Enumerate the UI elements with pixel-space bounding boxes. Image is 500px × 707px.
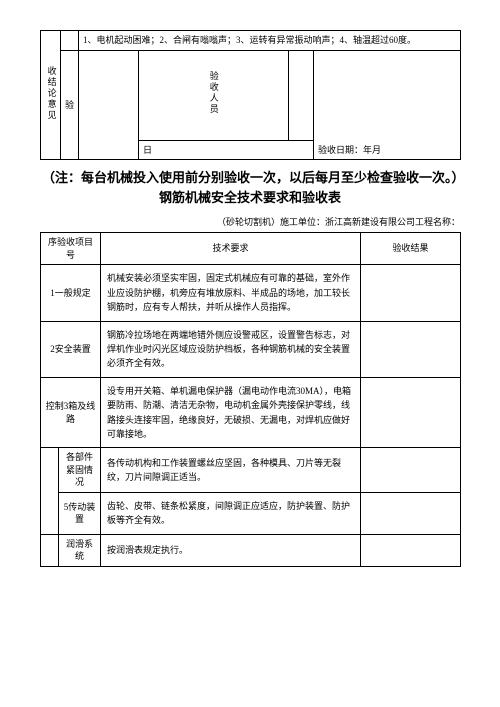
subtitle: （砂轮切割机）施工单位：浙江高新建设有限公司工程名称： <box>40 215 460 228</box>
cell-blank-1 <box>61 31 79 51</box>
yan-cell: 验 <box>61 50 79 160</box>
row6-result <box>361 534 461 566</box>
cell-blank-2 <box>79 50 139 160</box>
row4-text: 各传动机构和工作装置螺丝应坚固，各种模具、刀片等无裂纹，刀片间隙调正适当。 <box>101 448 361 493</box>
row6-label: 润滑系统 <box>59 534 101 566</box>
row2-result <box>361 321 461 377</box>
acceptance-table-1: 收结论意见 1、电机起动困难；2、合闸有嗡嗡声；3、运转有异常振动响声；4、轴温… <box>40 30 461 160</box>
acceptor-label: 验收人员 <box>139 50 289 140</box>
header-col3: 验收结果 <box>361 233 461 265</box>
row2-label: 2安全装置 <box>41 321 101 377</box>
row4-num <box>41 448 59 535</box>
ri-cell: 日 <box>139 140 314 160</box>
requirements-table: 序验收项目号 技术要求 验收结果 1一般规定 机械安装必须坚实牢固，固定式机械应… <box>40 232 461 567</box>
row3-label: 控制3箱及线路 <box>41 377 101 448</box>
motor-issues-text: 1、电机起动困难；2、合闸有嗡嗡声；3、运转有异常振动响声；4、轴温超过60度。 <box>79 31 461 51</box>
row3-text: 设专用开关箱、单机漏电保护器（漏电动作电流30MA），电箱要防雨、防潮、清洁无杂… <box>101 377 361 448</box>
row2-text: 钢筋冷拉场地在两端地错外侧应设警戒区，设置警告标志，对焊机作业时闪光区域应设防护… <box>101 321 361 377</box>
left-label: 收结论意见 <box>41 31 61 160</box>
row6-text: 按润滑表规定执行。 <box>101 534 361 566</box>
row1-label: 1一般规定 <box>41 265 101 321</box>
row5-text: 齿轮、皮带、链条松紧度，间隙调正应适应，防护装置、防护板等齐全有效。 <box>101 493 361 535</box>
row6-num <box>41 534 59 566</box>
row4-result <box>361 448 461 493</box>
header-col1: 序验收项目号 <box>41 233 101 265</box>
row1-text: 机械安装必须坚实牢固，固定式机械应有可靠的基础，室外作业应设防护棚，机旁应有堆放… <box>101 265 361 321</box>
row1-result <box>361 265 461 321</box>
note-text: （注：每台机械投入使用前分别验收一次，以后每月至少检查验收一次。）钢筋机械安全技… <box>40 168 460 207</box>
header-col2: 技术要求 <box>101 233 361 265</box>
row5-label: 5传动装置 <box>59 493 101 535</box>
row3-result <box>361 377 461 448</box>
acceptor-value <box>289 50 314 140</box>
acceptance-date: 验收日期：年月 <box>314 50 461 160</box>
row5-result <box>361 493 461 535</box>
row4-label: 各部件紧固情况 <box>59 448 101 493</box>
